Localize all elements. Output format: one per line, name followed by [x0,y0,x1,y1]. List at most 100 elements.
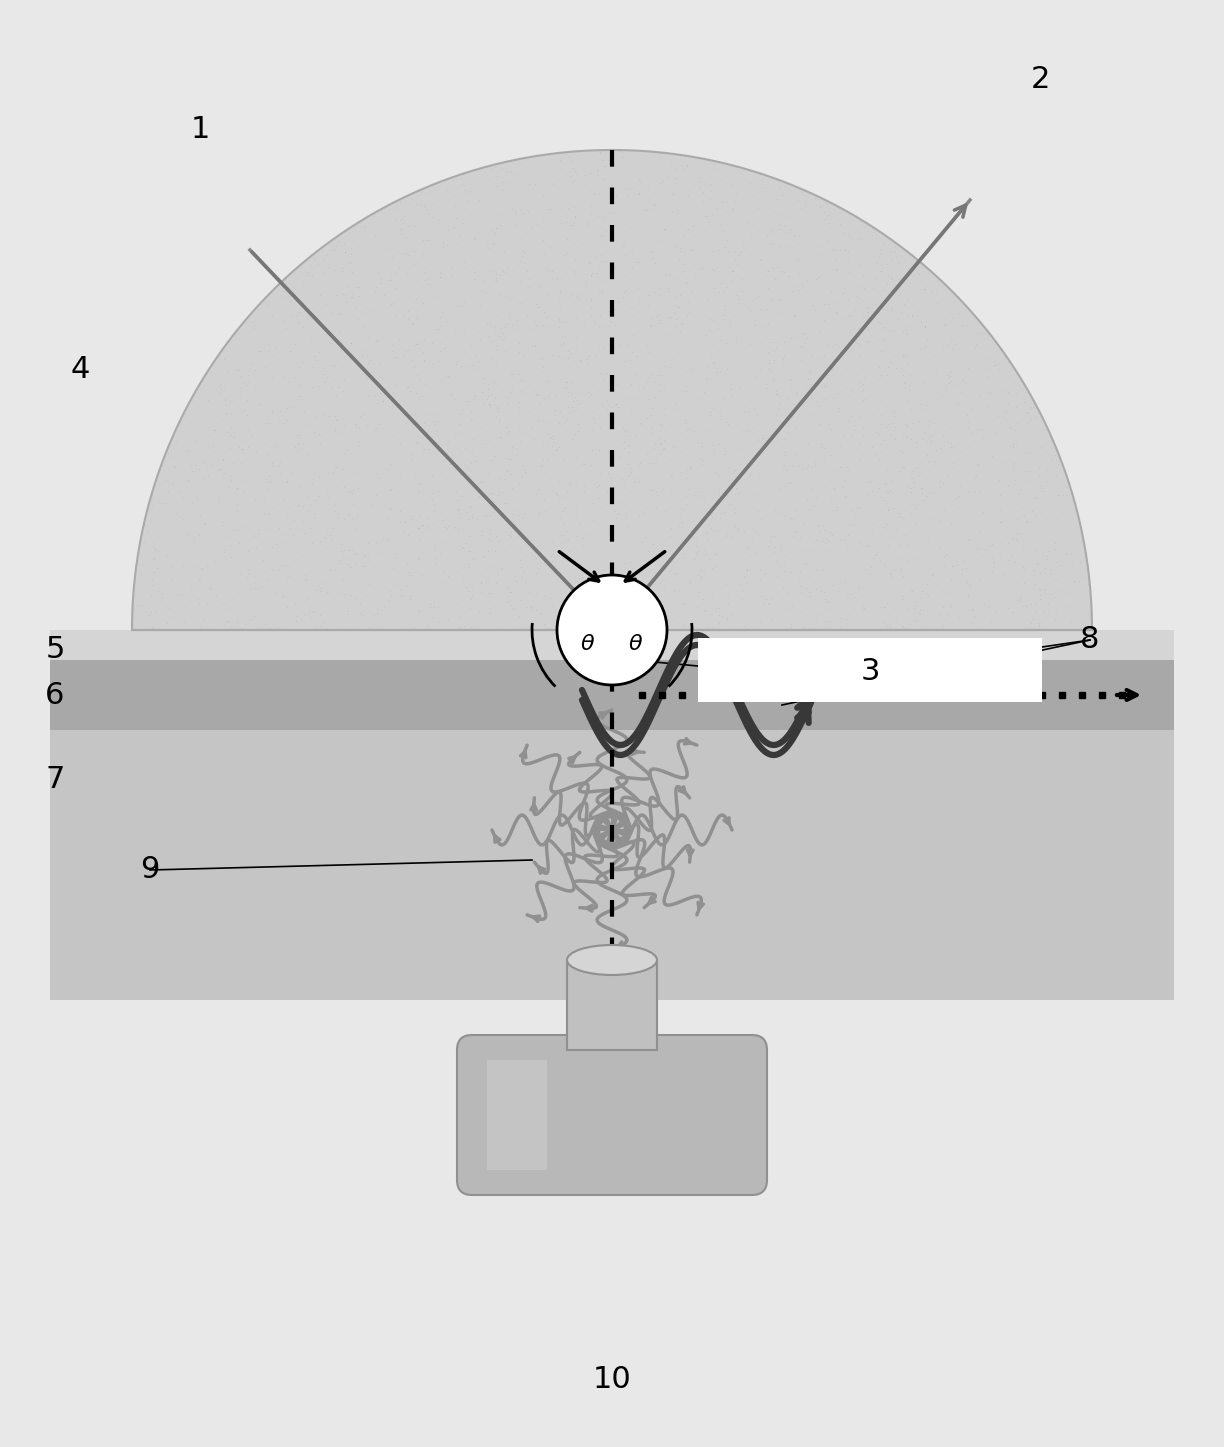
Point [556,496,575,519]
Point [521,596,541,619]
Point [831,454,851,478]
Point [355,383,375,407]
Point [744,398,764,421]
Point [690,258,710,281]
Point [875,595,895,618]
Point [623,593,643,616]
Point [849,482,869,505]
Point [750,611,770,634]
Point [941,359,961,382]
Point [896,438,916,462]
Point [586,201,606,224]
Point [479,383,498,407]
Point [895,370,914,394]
Point [1031,475,1050,498]
Point [195,512,214,535]
Point [403,473,422,496]
Point [457,356,476,379]
Point [376,223,395,246]
Point [650,534,670,557]
Point [761,168,781,191]
Point [519,454,539,478]
Point [253,489,273,512]
Point [558,197,578,220]
Point [426,418,446,441]
Point [775,221,794,245]
Point [444,515,464,538]
Point [267,532,286,556]
Point [289,311,308,334]
Point [481,394,501,417]
Point [565,205,585,229]
Point [332,355,351,378]
Bar [50,660,1174,729]
Point [778,421,798,444]
FancyBboxPatch shape [698,638,1042,702]
Point [327,383,346,407]
Point [231,451,251,475]
Point [589,475,608,498]
Point [676,408,695,431]
Point [993,489,1012,512]
Point [459,556,479,579]
Point [600,214,619,237]
Point [547,438,567,462]
Point [362,466,382,489]
Point [403,359,422,382]
Point [973,427,993,450]
Point [424,482,443,505]
Point [410,479,430,502]
Point [810,443,830,466]
Point [354,450,373,473]
Point [649,221,668,245]
Point [435,561,454,585]
Point [710,359,730,382]
Point [705,519,725,543]
Point [517,570,536,593]
Point [849,404,869,427]
Point [535,534,554,557]
Point [698,475,717,498]
Point [614,437,634,460]
Point [984,556,1004,579]
Point [630,171,650,194]
Point [663,182,683,205]
Point [406,305,426,328]
Point [873,232,892,255]
Point [419,298,438,321]
Point [595,155,614,178]
Point [556,528,575,551]
Point [420,181,439,204]
Point [465,388,485,411]
Point [619,168,639,191]
Point [917,275,936,298]
Point [854,216,874,239]
Point [703,308,722,331]
Point [333,259,353,282]
Point [694,381,714,404]
Point [542,572,562,595]
Point [695,579,715,602]
Point [727,328,747,352]
Point [973,418,993,441]
Point [372,615,392,638]
Point [521,216,541,239]
Point [714,263,733,287]
Point [662,466,682,489]
Point [164,473,184,496]
Point [530,295,550,318]
Point [949,302,968,326]
Point [810,433,830,456]
Point [613,285,633,308]
Point [692,564,711,587]
Point [297,263,317,287]
Point [617,614,636,637]
Point [355,216,375,239]
Point [592,269,612,292]
Point [965,466,984,489]
Point [767,582,787,605]
Point [499,420,519,443]
Point [272,514,291,537]
Point [414,340,433,363]
Point [983,511,1002,534]
